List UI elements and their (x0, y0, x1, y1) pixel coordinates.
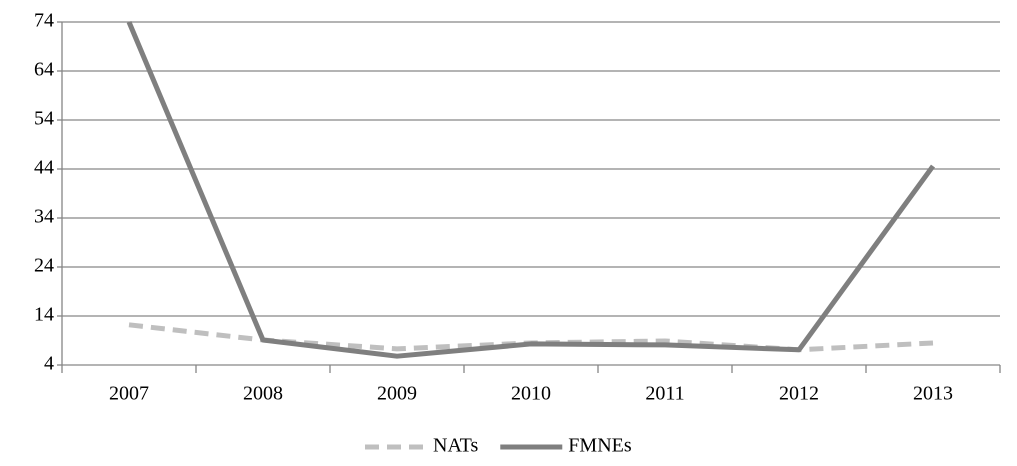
legend-label: NATs (433, 435, 478, 457)
x-tick-label: 2013 (913, 383, 953, 405)
x-tick-label: 2010 (511, 383, 551, 405)
y-tick-label: 54 (34, 108, 54, 130)
x-tick-label: 2008 (243, 383, 283, 405)
y-tick-label: 74 (34, 10, 54, 32)
x-tick-label: 2012 (779, 383, 819, 405)
x-tick-label: 2011 (645, 383, 684, 405)
y-tick-label: 44 (34, 157, 54, 179)
legend-label: FMNEs (568, 435, 632, 457)
y-tick-label: 14 (34, 304, 54, 326)
y-tick-label: 34 (34, 206, 54, 228)
y-tick-label: 64 (34, 59, 54, 81)
y-tick-label: 24 (34, 255, 54, 277)
y-tick-label: 4 (44, 353, 54, 375)
x-tick-label: 2007 (109, 383, 149, 405)
x-tick-label: 2009 (377, 383, 417, 405)
series-line (126, 21, 936, 359)
